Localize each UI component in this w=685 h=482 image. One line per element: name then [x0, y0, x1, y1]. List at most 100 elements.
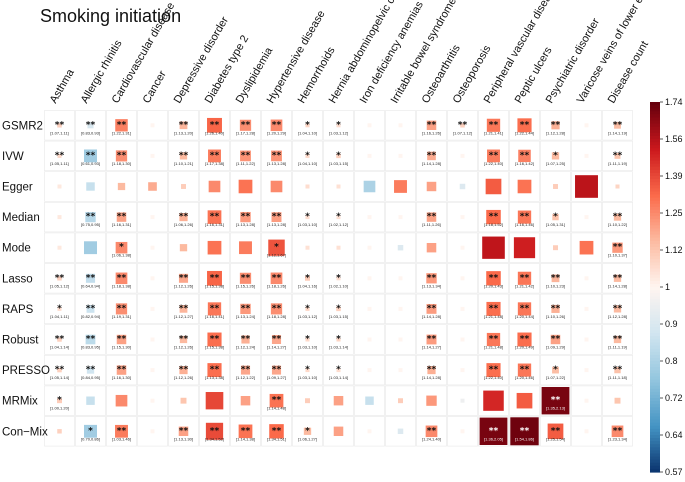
colorbar-segment	[650, 105, 660, 109]
significance-stars: **	[427, 335, 437, 345]
colorbar-segment	[650, 157, 660, 162]
cell-square	[510, 417, 539, 446]
significance-stars: **	[241, 212, 251, 222]
colorbar-tick-label: 1.74	[665, 97, 683, 107]
cell-square	[398, 368, 403, 373]
cell-square	[241, 335, 250, 344]
significance-stars: **	[86, 120, 96, 130]
cell-square	[584, 429, 589, 434]
confidence-interval: [1.03,1.10]	[298, 375, 317, 380]
cell-square	[305, 306, 310, 311]
cell-square	[517, 332, 532, 347]
cell-square	[367, 276, 372, 281]
cell-square	[86, 305, 95, 313]
cell-square	[179, 366, 188, 375]
cell-square	[150, 306, 155, 311]
colorbar-segment	[650, 333, 660, 337]
significance-stars: **	[210, 365, 220, 375]
cell-square	[367, 215, 372, 220]
colorbar-segment	[650, 203, 660, 208]
cell-square	[57, 306, 62, 311]
confidence-interval: [1.20,1.44]	[515, 314, 534, 319]
significance-stars: *	[336, 365, 341, 375]
cell-square	[425, 425, 438, 438]
cell-square	[207, 117, 222, 133]
cell-background	[447, 354, 478, 386]
cell-square	[541, 387, 570, 415]
colorbar-segment	[650, 185, 660, 189]
cell-square	[116, 212, 127, 222]
colorbar-segment	[650, 317, 660, 322]
cell-square	[485, 178, 502, 195]
column-label: Hypertensive disease	[265, 8, 328, 105]
cell-square	[575, 175, 598, 198]
cell-square	[398, 153, 403, 158]
significance-stars: **	[241, 273, 251, 283]
cell-square	[57, 184, 62, 189]
confidence-interval: [0.75,0.95]	[81, 222, 100, 227]
cell-square	[367, 245, 372, 250]
cell-square	[460, 153, 465, 158]
colorbar-segment	[650, 206, 660, 211]
colorbar-segment	[650, 213, 660, 217]
cell-square	[486, 301, 501, 316]
significance-stars: **	[241, 151, 251, 161]
confidence-interval: [1.22,1.31]	[112, 130, 131, 135]
cell-background	[44, 171, 75, 202]
confidence-interval: [1.05,1.31]	[546, 222, 565, 227]
cell-square	[86, 396, 95, 405]
cell-square	[398, 215, 403, 220]
significance-stars: **	[272, 396, 282, 406]
confidence-interval: [0.84,0.95]	[81, 375, 100, 380]
significance-stars: **	[210, 120, 220, 130]
cell-square	[547, 423, 564, 440]
cell-square	[303, 427, 312, 435]
colorbar-segment	[650, 431, 660, 436]
confidence-interval: [1.22,1.40]	[484, 161, 503, 166]
confidence-interval: [1.02,1.10]	[329, 283, 348, 288]
cell-square	[427, 151, 436, 161]
cell-square	[57, 123, 62, 128]
column-label: Psychiatric disorder	[544, 16, 603, 105]
colorbar-segment	[650, 216, 660, 220]
colorbar-segment	[650, 182, 660, 186]
confidence-interval: [1.04,1.16]	[298, 283, 317, 288]
cell-square	[614, 366, 621, 374]
colorbar-segment	[650, 234, 660, 239]
significance-stars: *	[553, 151, 558, 161]
cell-square	[150, 153, 155, 158]
cell-square	[486, 332, 501, 347]
cell-square	[394, 180, 407, 193]
row-label: Lasso	[2, 273, 33, 285]
colorbar-segment	[650, 176, 660, 180]
colorbar-segment	[650, 271, 660, 276]
significance-stars: **	[427, 120, 437, 130]
cell-square	[513, 237, 536, 259]
significance-stars: **	[55, 273, 65, 283]
significance-stars: *	[305, 365, 310, 375]
cell-square	[240, 211, 251, 223]
cell-square	[179, 305, 188, 313]
cell-background	[354, 324, 385, 355]
cell-square	[240, 395, 251, 406]
cell-square	[115, 424, 128, 438]
cell-square	[398, 337, 403, 342]
colorbar-segment	[650, 225, 660, 230]
cell-square	[460, 245, 465, 250]
significance-stars: *	[305, 212, 310, 222]
cell-square	[305, 245, 310, 250]
colorbar-segment	[650, 401, 660, 405]
confidence-interval: [1.06,1.38]	[112, 253, 131, 258]
colorbar-segment	[650, 256, 660, 260]
significance-stars: **	[613, 304, 623, 314]
colorbar-segment	[650, 450, 660, 455]
row-label: Median	[2, 212, 40, 224]
cell-square	[517, 179, 532, 194]
colorbar-segment	[650, 435, 660, 439]
cell-square	[363, 180, 376, 193]
confidence-interval: [1.09,1.27]	[267, 375, 286, 380]
significance-stars: *	[57, 304, 62, 314]
confidence-interval: [1.09,1.29]	[546, 345, 565, 350]
cell-square	[398, 123, 403, 128]
cell-square	[584, 398, 589, 403]
